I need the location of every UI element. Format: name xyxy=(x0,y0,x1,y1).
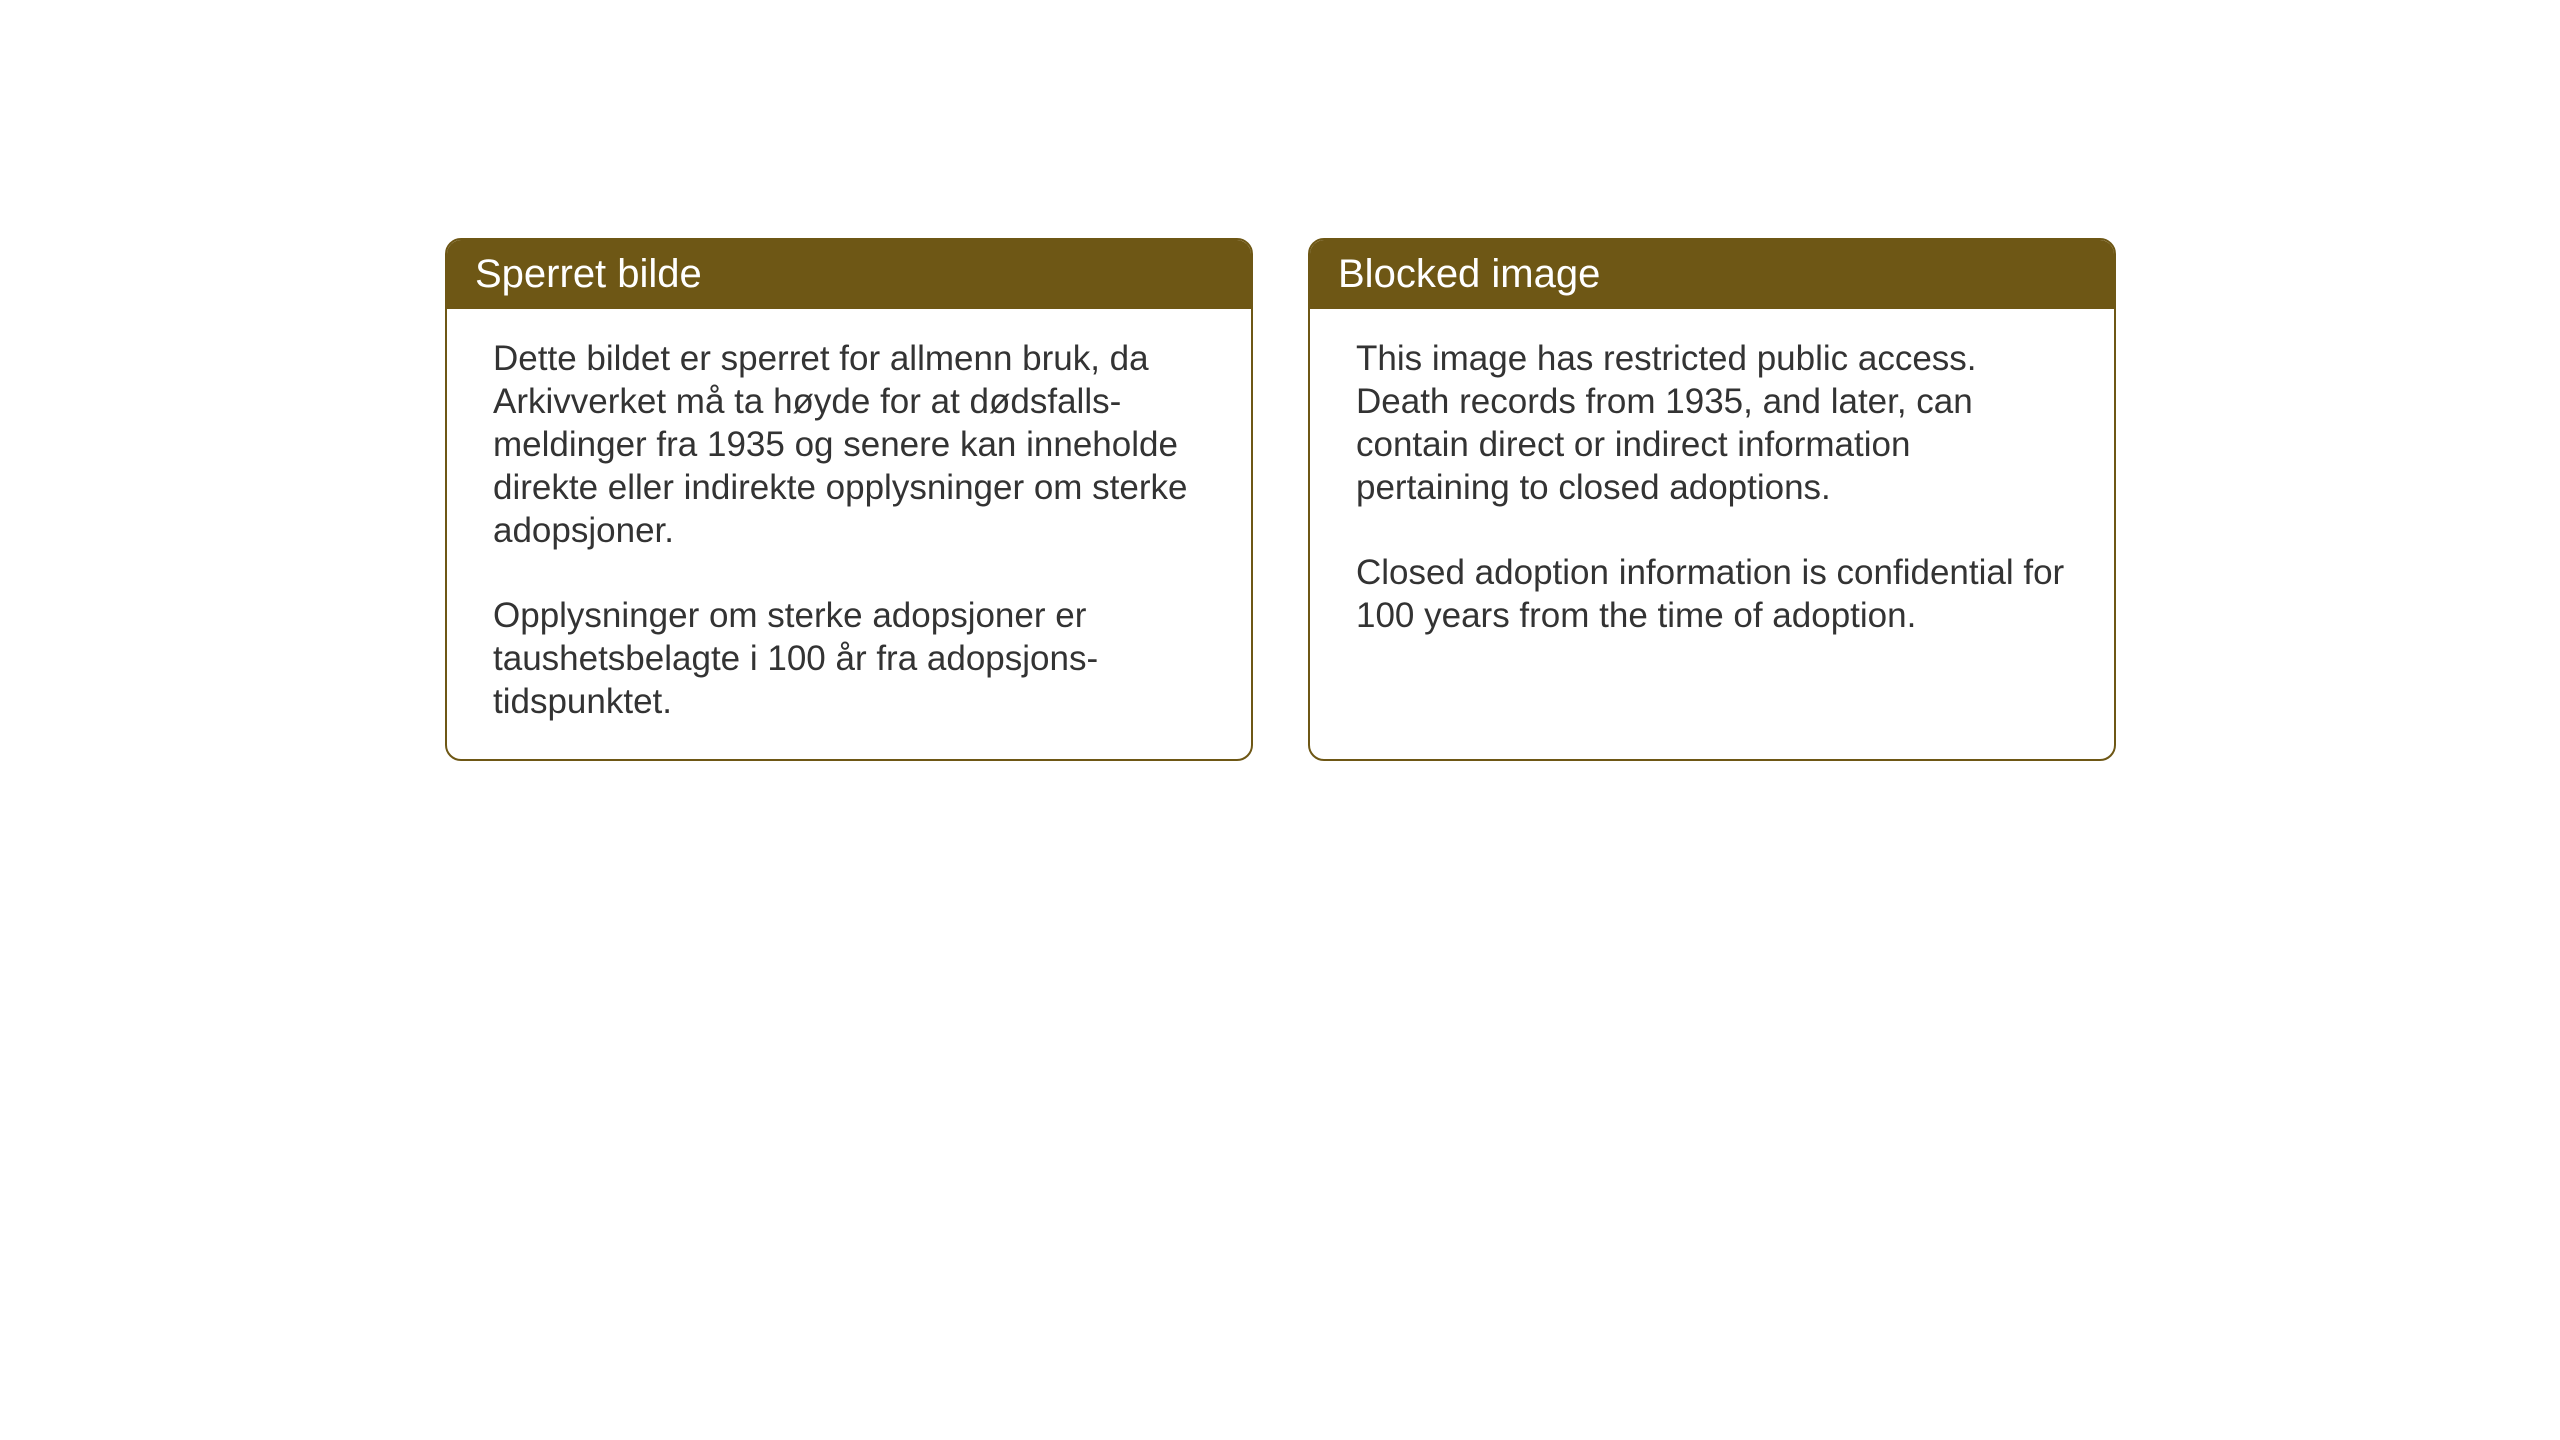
card-paragraph-2-english: Closed adoption information is confident… xyxy=(1356,551,2068,637)
card-paragraph-1-english: This image has restricted public access.… xyxy=(1356,337,2068,509)
card-paragraph-2-norwegian: Opplysninger om sterke adopsjoner er tau… xyxy=(493,594,1205,723)
card-body-english: This image has restricted public access.… xyxy=(1310,309,2114,729)
card-norwegian: Sperret bilde Dette bildet er sperret fo… xyxy=(445,238,1253,761)
card-header-english: Blocked image xyxy=(1310,240,2114,309)
card-body-norwegian: Dette bildet er sperret for allmenn bruk… xyxy=(447,309,1251,759)
card-english: Blocked image This image has restricted … xyxy=(1308,238,2116,761)
card-header-norwegian: Sperret bilde xyxy=(447,240,1251,309)
cards-container: Sperret bilde Dette bildet er sperret fo… xyxy=(445,238,2116,761)
card-paragraph-1-norwegian: Dette bildet er sperret for allmenn bruk… xyxy=(493,337,1205,552)
